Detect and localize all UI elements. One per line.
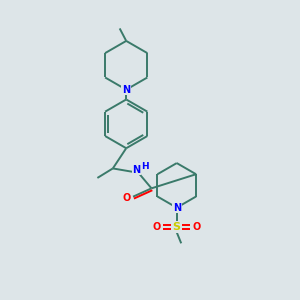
Text: N: N	[133, 165, 141, 175]
Text: S: S	[173, 222, 181, 232]
Text: O: O	[123, 193, 131, 203]
Text: N: N	[122, 85, 130, 95]
Text: O: O	[193, 222, 201, 232]
Text: H: H	[141, 161, 149, 170]
Text: N: N	[173, 203, 181, 213]
Text: O: O	[153, 222, 161, 232]
